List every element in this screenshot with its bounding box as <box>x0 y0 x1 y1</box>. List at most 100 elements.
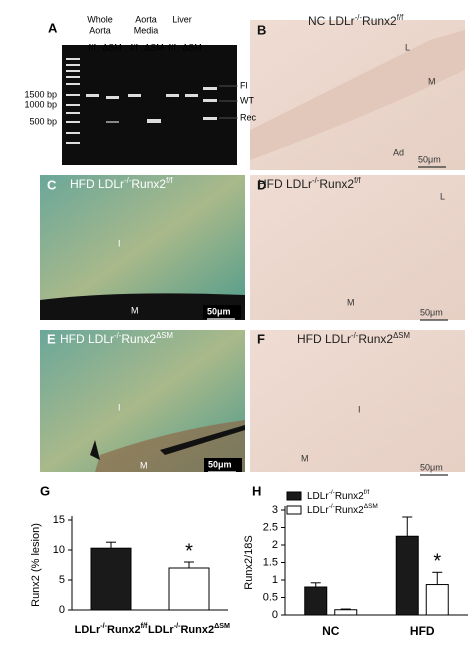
panel-label: E <box>47 331 56 346</box>
superscript: f/f <box>397 13 404 22</box>
region-label: M <box>140 460 148 470</box>
scale-label: 50μm <box>208 459 232 469</box>
gel <box>62 45 237 165</box>
micrograph-d <box>250 175 465 320</box>
scale-label: 50μm <box>418 154 441 164</box>
text-part: Runx2 <box>362 14 397 28</box>
dark-layer <box>40 293 245 320</box>
bar <box>334 609 358 616</box>
significance-mark: * <box>433 551 441 573</box>
bar <box>304 586 328 616</box>
text-part: Runx2 <box>319 177 354 191</box>
region-label: I <box>118 238 121 248</box>
region-label: I <box>358 404 361 414</box>
text-part: HFD LDLr <box>60 332 114 346</box>
y-tick-label: 2 <box>272 539 278 551</box>
superscript: ΔSM <box>364 503 378 510</box>
region-label: L <box>405 42 410 52</box>
legend-swatch <box>286 491 302 501</box>
text-part: LDLr <box>307 505 329 516</box>
y-tick-label: 5 <box>59 574 65 586</box>
lane-group-label: Liver <box>172 14 192 24</box>
text-part: LDLr <box>148 624 174 636</box>
superscript: ΔSM <box>393 331 410 340</box>
region-label: M <box>131 305 139 315</box>
band-label: Fl <box>240 80 248 90</box>
panel-label: F <box>257 331 265 346</box>
scale-label: 50μm <box>420 462 443 472</box>
lane-group-label: Aorta <box>135 14 157 24</box>
panel-title: NC LDLr-/-Runx2f/f <box>308 13 404 29</box>
text-part: HFD LDLr <box>258 177 312 191</box>
y-tick-label: 0 <box>272 609 278 621</box>
text-part: LDLr <box>75 624 101 636</box>
lane-group-label: Aorta <box>89 25 111 35</box>
x-tick-label: LDLr-/-Runx2ΔSM <box>148 622 230 636</box>
micrograph-f <box>250 330 465 472</box>
scale-label: 50μm <box>207 306 231 316</box>
bar <box>168 567 210 611</box>
vessel-wall <box>250 30 465 160</box>
ladder-label: 500 bp <box>29 116 57 126</box>
superscript: f/f <box>166 176 173 185</box>
superscript: f/f <box>141 622 148 630</box>
region-label: M <box>347 297 355 307</box>
panel-title: HFD LDLr-/-Runx2ΔSM <box>297 331 410 347</box>
region-label: M <box>428 76 436 86</box>
dark-layer <box>90 425 245 460</box>
superscript: f/f <box>364 489 370 496</box>
scale-bg <box>203 305 241 319</box>
text-part: Runx2 <box>335 491 364 502</box>
superscript: -/- <box>100 622 107 630</box>
superscript: f/f <box>354 176 361 185</box>
superscript: -/- <box>114 331 122 340</box>
lane-label: ΔSM <box>182 42 202 52</box>
significance-mark: * <box>185 540 193 562</box>
scale-label: 50μm <box>420 307 443 317</box>
y-tick-label: 15 <box>53 514 65 526</box>
x-tick-label: LDLr-/-Runx2f/f <box>75 622 148 636</box>
lane-label: ΔSM <box>102 42 122 52</box>
region-label: M <box>301 453 309 463</box>
panel-label: D <box>257 177 266 192</box>
panel-label: G <box>40 483 50 498</box>
y-tick-label: 2.5 <box>263 521 278 533</box>
gel-bands <box>66 58 217 144</box>
text-part: NC LDLr <box>308 14 355 28</box>
superscript: -/- <box>329 503 335 510</box>
lane-label: ΔSM <box>144 42 164 52</box>
text-part: LDLr <box>307 491 329 502</box>
y-axis-label: Runx2 (% lesion) <box>30 523 42 607</box>
panel-label: H <box>252 483 261 498</box>
y-tick-label: 3 <box>272 504 278 516</box>
panel-title: HFD LDLr-/-Runx2ΔSM <box>60 331 173 347</box>
y-axis-label: Runx2/18S <box>243 535 255 589</box>
superscript: -/- <box>351 331 359 340</box>
ladder-label: 1500 bp <box>24 89 57 99</box>
y-tick-label: 0 <box>59 604 65 616</box>
superscript: -/- <box>312 176 320 185</box>
lane-group-label: Media <box>134 25 159 35</box>
legend-label: LDLr-/-Runx2f/f <box>307 489 369 501</box>
panel-title: HFD LDLr-/-Runx2f/f <box>258 176 361 192</box>
text-part: Runx2 <box>121 332 156 346</box>
text-part: Runx2 <box>131 177 166 191</box>
y-tick-label: 1.5 <box>263 556 278 568</box>
x-tick-label: HFD <box>410 624 435 638</box>
y-tick-label: 1 <box>272 574 278 586</box>
band-label: WT <box>240 95 254 105</box>
panel-label: C <box>47 177 57 192</box>
legend-swatch <box>286 505 302 515</box>
band-label: Rec <box>240 112 257 122</box>
scale-bg <box>204 458 242 472</box>
bar <box>395 535 419 616</box>
bar <box>425 584 449 616</box>
bar <box>90 547 132 611</box>
panel-title: HFD LDLr-/-Runx2f/f <box>70 176 173 192</box>
x-tick-label: NC <box>322 624 340 638</box>
y-tick-label: 10 <box>53 544 65 556</box>
lane-label: f/f <box>168 42 176 52</box>
region-label: I <box>118 402 121 412</box>
superscript: ΔSM <box>214 622 230 630</box>
